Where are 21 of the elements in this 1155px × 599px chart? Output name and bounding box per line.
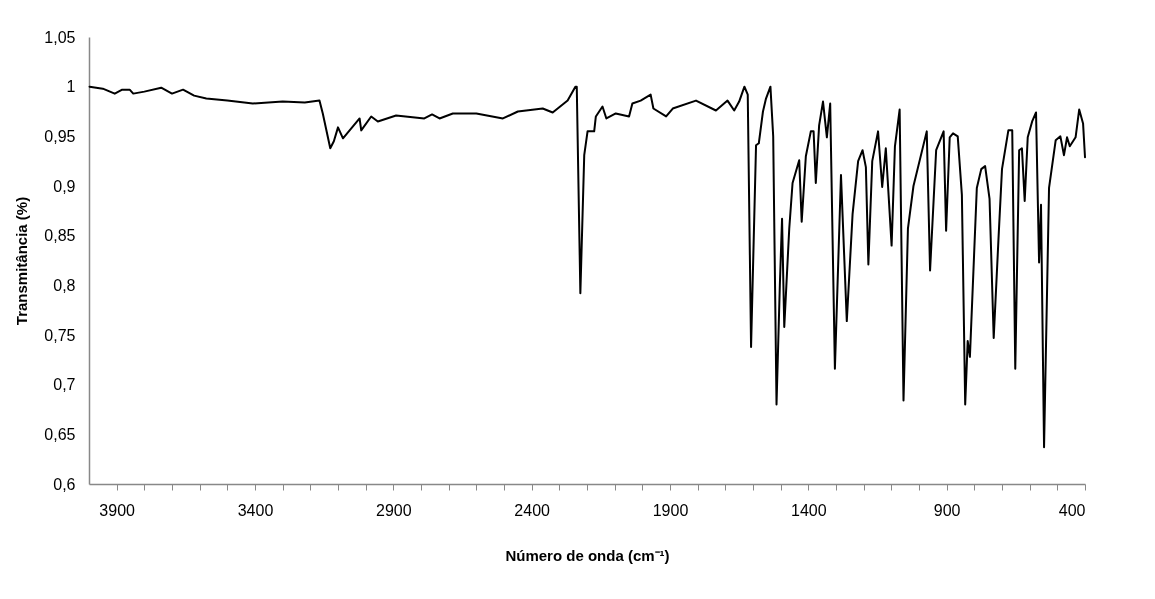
x-tick-label: 1900	[652, 501, 689, 519]
x-tick-label: 3900	[99, 501, 136, 519]
x-tick-label: 1400	[791, 501, 827, 519]
y-tick-label: 1	[66, 78, 76, 96]
x-tick-label: 2400	[514, 501, 551, 519]
y-tick-label: 0,9	[53, 177, 76, 195]
y-tick-label: 0,65	[44, 425, 76, 443]
y-axis-title: Transmitância (%)	[13, 196, 31, 326]
x-tick-label: 400	[1058, 501, 1086, 519]
x-tick-label: 2900	[376, 501, 412, 519]
y-tick-label: 0,7	[53, 376, 76, 394]
y-tick-label: 0,8	[53, 276, 76, 294]
y-tick-label: 0,95	[44, 127, 76, 145]
y-tick-label: 0,85	[44, 227, 76, 245]
y-tick-label: 0,6	[53, 475, 76, 493]
x-tick-label: 3400	[237, 501, 274, 519]
x-axis-title: Número de onda (cm⁻¹)	[505, 546, 670, 564]
line-series	[88, 85, 1086, 449]
x-tick-label: 900	[933, 501, 961, 519]
y-tick-label: 0,75	[44, 326, 76, 344]
y-tick-label: 1,05	[44, 28, 76, 46]
